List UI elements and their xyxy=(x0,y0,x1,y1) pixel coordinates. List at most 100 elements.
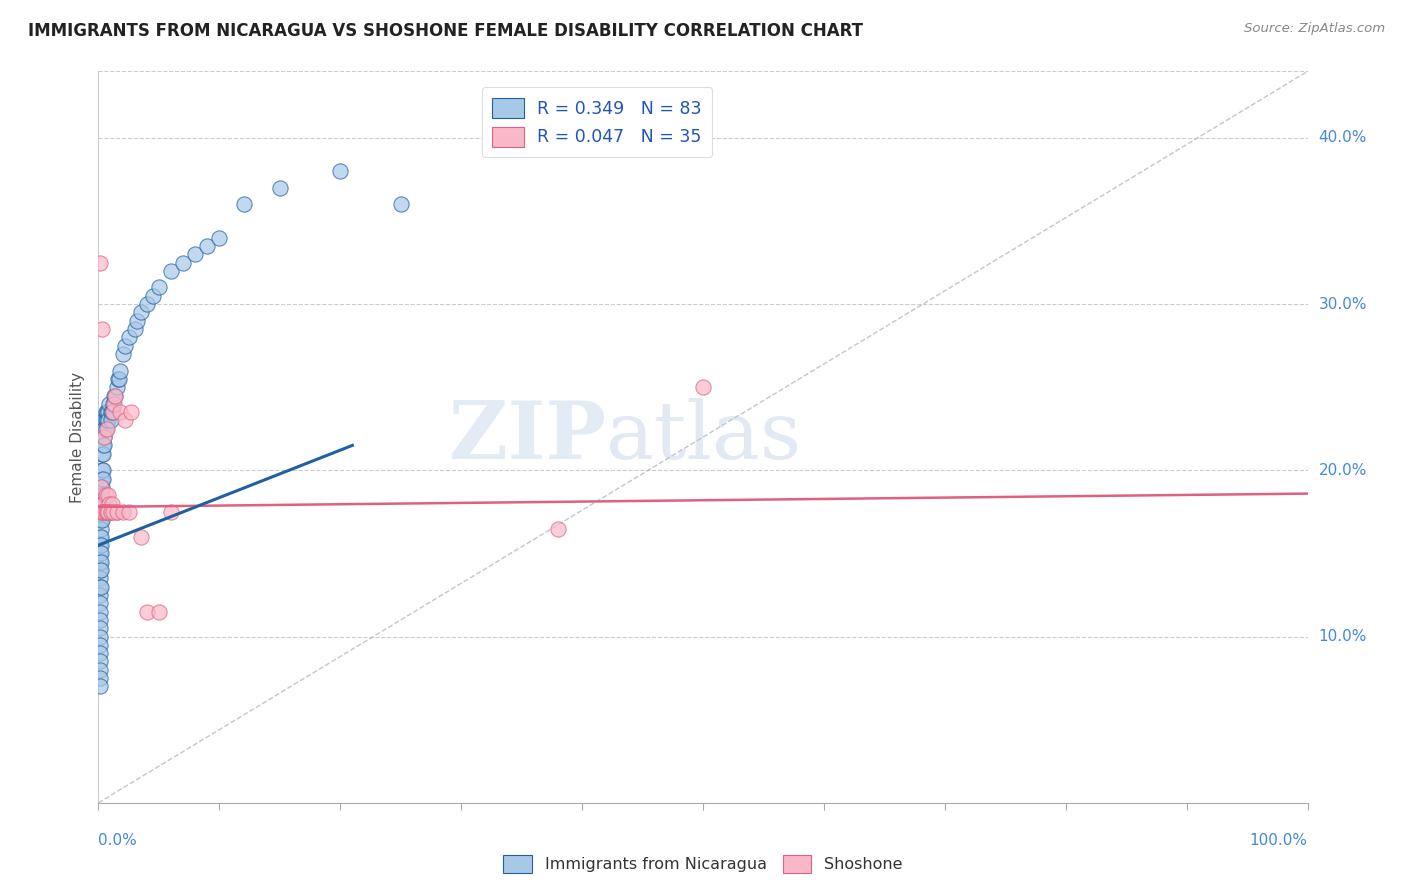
Text: 20.0%: 20.0% xyxy=(1319,463,1367,478)
Point xyxy=(90,530,112,544)
Point xyxy=(124,322,146,336)
Point xyxy=(93,430,115,444)
Point xyxy=(97,488,120,502)
Point xyxy=(96,505,118,519)
Point xyxy=(94,413,117,427)
Point xyxy=(692,380,714,394)
Point xyxy=(104,388,127,402)
Point xyxy=(91,513,114,527)
Point xyxy=(105,380,128,394)
Point xyxy=(103,397,125,411)
Point xyxy=(91,480,114,494)
Text: atlas: atlas xyxy=(606,398,801,476)
Text: Source: ZipAtlas.com: Source: ZipAtlas.com xyxy=(1244,22,1385,36)
Point xyxy=(97,505,120,519)
Point xyxy=(90,505,112,519)
Point xyxy=(129,530,152,544)
Point xyxy=(91,438,114,452)
Point xyxy=(111,347,134,361)
Point xyxy=(111,505,134,519)
Text: 100.0%: 100.0% xyxy=(1250,833,1308,848)
Point xyxy=(90,513,112,527)
Point xyxy=(142,289,165,303)
Point xyxy=(329,164,352,178)
Point xyxy=(89,513,111,527)
Point xyxy=(389,197,412,211)
Point xyxy=(195,239,218,253)
Point xyxy=(94,422,117,436)
Point xyxy=(89,530,111,544)
Point xyxy=(91,463,114,477)
Point xyxy=(91,447,114,461)
Point xyxy=(91,472,114,486)
Text: IMMIGRANTS FROM NICARAGUA VS SHOSHONE FEMALE DISABILITY CORRELATION CHART: IMMIGRANTS FROM NICARAGUA VS SHOSHONE FE… xyxy=(28,22,863,40)
Point xyxy=(148,280,170,294)
Point xyxy=(114,338,136,352)
Point xyxy=(96,405,118,419)
Point xyxy=(101,397,124,411)
Point xyxy=(89,563,111,577)
Point xyxy=(89,613,111,627)
Point xyxy=(91,497,114,511)
Point xyxy=(89,571,111,585)
Legend: R = 0.349   N = 83, R = 0.047   N = 35: R = 0.349 N = 83, R = 0.047 N = 35 xyxy=(482,87,713,157)
Point xyxy=(94,488,117,502)
Point xyxy=(118,505,141,519)
Point xyxy=(101,505,124,519)
Point xyxy=(90,480,112,494)
Point xyxy=(89,605,111,619)
Point xyxy=(98,497,121,511)
Point xyxy=(89,655,111,669)
Point xyxy=(103,388,125,402)
Point xyxy=(89,671,111,685)
Point xyxy=(135,605,157,619)
Point xyxy=(107,372,129,386)
Point xyxy=(93,430,115,444)
Point xyxy=(96,413,118,427)
Point xyxy=(148,605,170,619)
Point xyxy=(89,638,111,652)
Point xyxy=(94,405,117,419)
Point xyxy=(89,546,111,560)
Point xyxy=(104,388,127,402)
Point xyxy=(160,264,183,278)
Point xyxy=(89,588,111,602)
Point xyxy=(184,247,207,261)
Point xyxy=(89,680,111,694)
Point xyxy=(100,505,122,519)
Point xyxy=(127,314,149,328)
Point xyxy=(90,480,112,494)
Point xyxy=(232,197,254,211)
Point xyxy=(91,505,114,519)
Point xyxy=(89,621,111,635)
Point xyxy=(90,580,112,594)
Text: 30.0%: 30.0% xyxy=(1319,297,1367,311)
Point xyxy=(105,505,128,519)
Point xyxy=(114,413,136,427)
Point xyxy=(93,505,115,519)
Point xyxy=(269,180,291,194)
Point xyxy=(93,422,115,436)
Point xyxy=(160,505,183,519)
Point xyxy=(101,405,124,419)
Point xyxy=(105,505,128,519)
Point xyxy=(90,546,112,560)
Point xyxy=(94,505,117,519)
Point xyxy=(100,505,122,519)
Point xyxy=(89,663,111,677)
Point xyxy=(91,322,114,336)
Point xyxy=(91,447,114,461)
Point xyxy=(547,521,569,535)
Point xyxy=(89,538,111,552)
Point xyxy=(96,422,118,436)
Point xyxy=(172,255,194,269)
Point xyxy=(90,563,112,577)
Text: 10.0%: 10.0% xyxy=(1319,629,1367,644)
Point xyxy=(100,413,122,427)
Point xyxy=(129,305,152,319)
Y-axis label: Female Disability: Female Disability xyxy=(70,371,86,503)
Point xyxy=(90,497,112,511)
Point xyxy=(208,230,231,244)
Point xyxy=(89,255,111,269)
Point xyxy=(100,405,122,419)
